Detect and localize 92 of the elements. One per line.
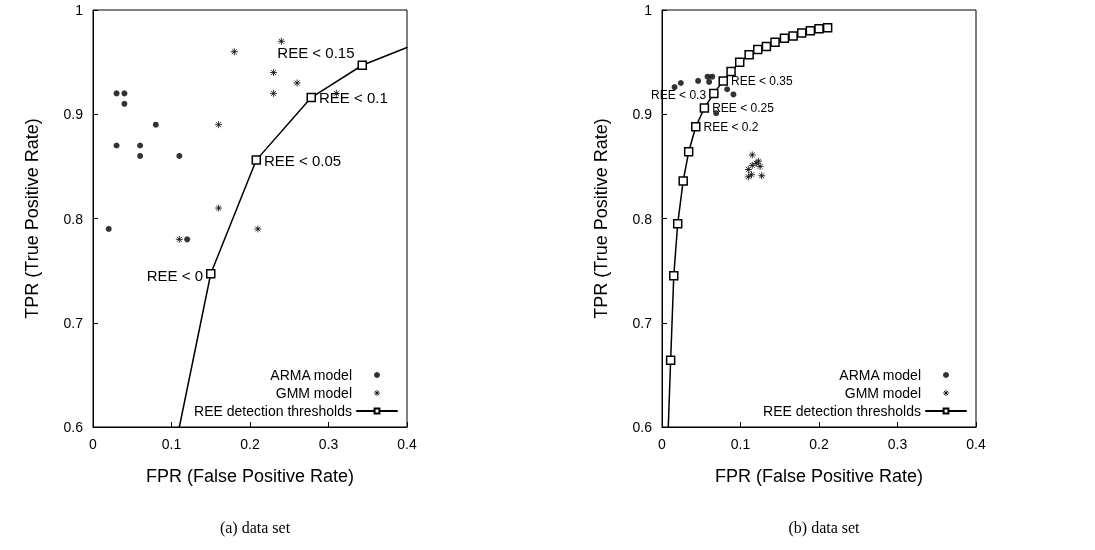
point — [253, 224, 262, 233]
point — [214, 204, 223, 213]
point — [137, 152, 144, 159]
y-tick-label: 0.7 — [63, 314, 84, 331]
point — [709, 88, 719, 99]
point — [756, 162, 765, 171]
point — [293, 78, 302, 87]
x-tick-label: 0.2 — [809, 436, 829, 452]
annotation: REE < 0.1 — [318, 89, 388, 107]
x-tick-label: 0 — [89, 436, 98, 452]
point — [691, 122, 701, 132]
point — [175, 235, 184, 244]
y-tick-label: 0.6 — [63, 419, 84, 435]
y-axis-title: TPR (True Positive Rate) — [591, 118, 611, 319]
point — [269, 89, 278, 98]
y-tick-label: 0.8 — [632, 210, 653, 227]
point — [814, 24, 824, 34]
point — [822, 22, 833, 33]
point — [230, 47, 239, 56]
point — [251, 155, 262, 165]
point — [206, 269, 216, 279]
y-tick-label: 1 — [644, 2, 653, 18]
point — [113, 90, 120, 97]
point — [757, 171, 766, 180]
x-tick-label: 0.3 — [887, 436, 908, 452]
point — [269, 68, 278, 77]
point — [753, 44, 763, 55]
point — [137, 142, 144, 149]
point — [779, 33, 790, 43]
annotation: REE < 0.2 — [703, 119, 759, 134]
x-tick-label: 0.2 — [240, 436, 260, 452]
legend-label: GMM model — [275, 385, 352, 401]
point — [788, 31, 798, 41]
point — [306, 92, 316, 103]
y-tick-label: 0.6 — [632, 419, 653, 435]
x-tick-label: 0.4 — [966, 436, 986, 452]
legend-label: GMM model — [844, 385, 921, 401]
x-tick-label: 0.3 — [318, 436, 339, 452]
point — [730, 91, 737, 98]
point — [718, 76, 728, 86]
point — [770, 37, 780, 48]
point — [121, 90, 128, 97]
x-tick-label: 0 — [658, 436, 667, 452]
point — [734, 57, 745, 67]
point — [113, 142, 120, 149]
x-axis-title: FPR (False Positive Rate) — [714, 466, 924, 486]
point — [214, 120, 223, 129]
text: (b) data set — [788, 518, 861, 537]
y-tick-label: 0.7 — [632, 314, 653, 331]
point — [805, 26, 816, 36]
point — [709, 73, 716, 80]
annotation: REE < 0.05 — [264, 151, 342, 169]
legend-label: REE detection thresholds — [194, 403, 352, 419]
point — [744, 50, 754, 60]
point — [678, 176, 688, 186]
point — [665, 355, 676, 366]
point — [706, 78, 713, 85]
point — [105, 225, 112, 232]
point — [748, 161, 757, 170]
point — [677, 79, 684, 86]
point — [152, 121, 159, 128]
point — [176, 152, 183, 159]
point — [357, 60, 368, 70]
point — [669, 271, 679, 281]
y-tick-label: 0.9 — [632, 106, 653, 123]
y-tick-label: 0.9 — [63, 106, 84, 123]
legend-label: ARMA model — [270, 367, 352, 383]
point — [695, 77, 702, 84]
x-tick-label: 0.1 — [730, 436, 751, 452]
legend-label: REE detection thresholds — [763, 403, 921, 419]
point — [699, 103, 710, 113]
y-axis-title: TPR (True Positive Rate) — [22, 118, 42, 319]
annotation: REE < 0.35 — [730, 73, 794, 88]
annotation: REE < 0 — [146, 267, 203, 285]
point — [726, 66, 736, 77]
x-axis-title: FPR (False Positive Rate) — [145, 466, 355, 486]
annotation: REE < 0.25 — [712, 101, 775, 115]
point — [184, 236, 191, 243]
legend-label: ARMA model — [839, 367, 921, 383]
point — [724, 86, 731, 93]
annotation: REE < 0.15 — [277, 43, 355, 61]
x-tick-label: 0.4 — [397, 436, 417, 452]
text: (a) data set — [219, 518, 291, 537]
point — [672, 218, 683, 229]
y-tick-label: 0.8 — [63, 210, 84, 227]
x-tick-label: 0.1 — [161, 436, 182, 452]
point — [683, 147, 694, 157]
point — [748, 150, 757, 159]
y-tick-label: 1 — [75, 2, 84, 18]
point — [796, 28, 807, 38]
point — [277, 37, 286, 46]
point — [121, 100, 128, 107]
